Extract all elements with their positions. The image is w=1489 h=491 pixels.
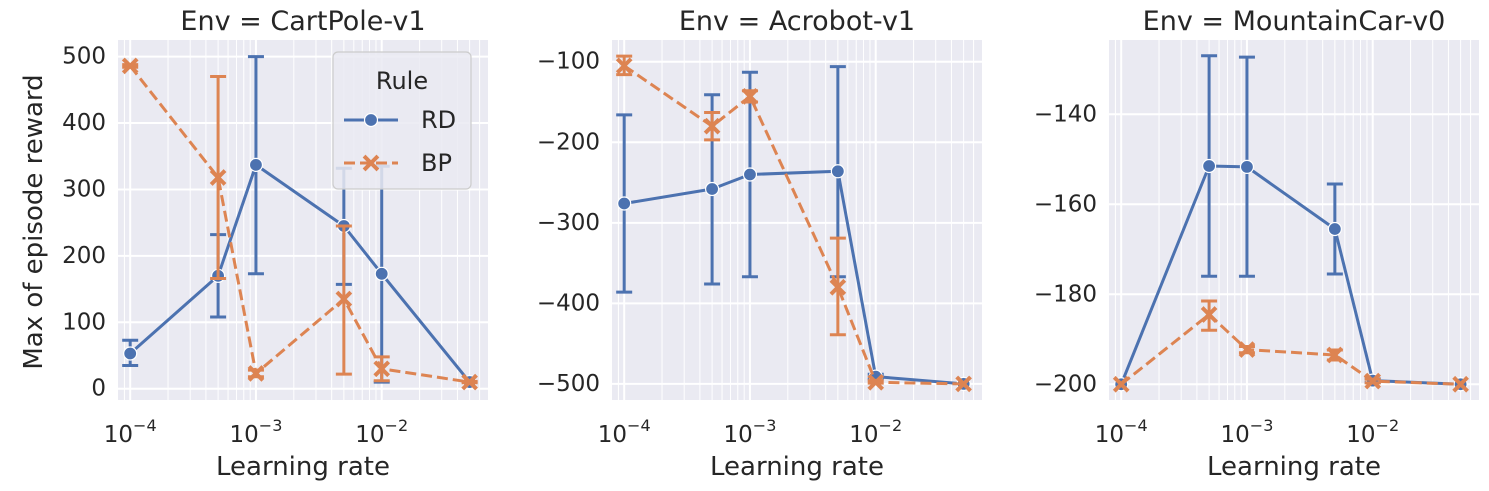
data-point-bp (829, 278, 847, 296)
y-tick-label: 400 (62, 110, 106, 136)
series-line-bp (129, 64, 470, 384)
data-point-bp (209, 169, 227, 186)
data-point-bp (1112, 375, 1130, 393)
panel-title: Env = Acrobot-v1 (679, 6, 915, 37)
data-point-bp (1326, 346, 1344, 364)
legend-marker-rd (363, 112, 379, 128)
legend: Rule RD BP (332, 51, 472, 190)
data-point-rd (248, 157, 264, 172)
x-tick-exponent: −3 (753, 416, 777, 435)
x-tick-label: 10−3 (724, 416, 777, 448)
y-tick-label: 500 (62, 44, 106, 70)
series-line-rd (129, 163, 471, 384)
x-tick-base: 10 (1346, 422, 1375, 448)
y-tick-label: −300 (537, 210, 600, 236)
x-tick-exponent: −2 (879, 416, 903, 435)
data-point-bp (373, 360, 391, 378)
x-tick-base: 10 (1221, 422, 1250, 448)
x-tick-label: 10−3 (230, 416, 283, 448)
legend-label-rd: RD (421, 106, 456, 134)
x-tick-exponent: −4 (1124, 416, 1148, 435)
x-tick-label: 10−2 (1346, 416, 1399, 448)
y-tick-label: −100 (537, 49, 600, 75)
plot-area (1109, 40, 1479, 400)
x-tick-exponent: −2 (1376, 416, 1400, 435)
y-tick-label: −140 (1034, 101, 1097, 127)
panel-title: Env = MountainCar-v0 (1143, 6, 1446, 37)
legend-title: Rule (376, 67, 428, 95)
x-tick-base: 10 (1095, 422, 1124, 448)
x-tick-base: 10 (598, 422, 627, 448)
x-axis-label: Learning rate (216, 452, 390, 482)
x-tick-exponent: −3 (1250, 416, 1274, 435)
y-tick-label: 200 (62, 243, 106, 269)
y-tick-label: −200 (537, 129, 600, 155)
data-point-rd (123, 346, 138, 361)
x-tick-exponent: −2 (385, 416, 409, 435)
x-tick-exponent: −3 (259, 416, 283, 435)
series-bp (1112, 299, 1469, 393)
x-tick-label: 10−4 (598, 416, 651, 448)
data-point-rd (1239, 159, 1255, 174)
series-line-bp (623, 64, 964, 386)
data-point-bp (741, 88, 759, 105)
y-axis-label: Max of episode reward (19, 74, 49, 369)
x-tick-label: 10−4 (1095, 416, 1148, 448)
data-point-rd (704, 181, 720, 197)
series-bp (121, 57, 478, 391)
x-tick-base: 10 (104, 422, 133, 448)
legend-marker-bp (362, 154, 380, 172)
data-point-bp (703, 117, 721, 135)
x-tick-label: 10−2 (849, 416, 902, 448)
data-point-rd (617, 196, 632, 211)
x-tick-base: 10 (230, 422, 259, 448)
x-tick-base: 10 (849, 422, 878, 448)
data-point-rd (1327, 221, 1342, 237)
data-point-rd (830, 164, 845, 179)
plot-area (612, 40, 982, 400)
x-tick-label: 10−3 (1221, 416, 1274, 448)
data-point-bp (867, 373, 885, 391)
data-point-bp (335, 290, 353, 308)
y-tick-label: −500 (537, 371, 600, 397)
legend-frame (332, 51, 472, 190)
x-tick-base: 10 (724, 422, 753, 448)
x-tick-base: 10 (355, 422, 384, 448)
y-tick-label: 100 (62, 309, 106, 335)
y-tick-label: −200 (1034, 371, 1097, 397)
data-point-bp (461, 373, 478, 391)
y-tick-label: −160 (1034, 191, 1097, 217)
y-tick-label: −400 (537, 290, 600, 316)
data-point-rd (1201, 158, 1217, 174)
x-tick-exponent: −4 (133, 416, 157, 435)
data-point-rd (742, 167, 758, 182)
data-point-rd (374, 266, 389, 281)
data-point-bp (1238, 341, 1256, 358)
data-point-bp (247, 365, 265, 382)
data-point-bp (615, 57, 633, 75)
x-tick-label: 10−4 (104, 416, 157, 448)
series-bp (615, 54, 972, 393)
series-line-rd (623, 169, 964, 386)
panel-title: Env = CartPole-v1 (180, 6, 425, 37)
x-tick-label: 10−2 (355, 416, 408, 448)
x-axis-label: Learning rate (710, 452, 884, 482)
data-point-bp (121, 57, 139, 75)
legend-label-bp: BP (421, 149, 452, 177)
data-point-bp (1200, 306, 1218, 323)
y-tick-label: 0 (91, 376, 106, 402)
y-tick-label: −180 (1034, 281, 1097, 307)
data-point-bp (1364, 372, 1382, 390)
data-point-bp (1452, 375, 1469, 393)
x-tick-exponent: −4 (627, 416, 651, 435)
series-line-bp (1120, 313, 1461, 386)
y-tick-label: 300 (62, 176, 106, 202)
x-axis-label: Learning rate (1207, 452, 1381, 482)
data-point-bp (955, 375, 972, 393)
